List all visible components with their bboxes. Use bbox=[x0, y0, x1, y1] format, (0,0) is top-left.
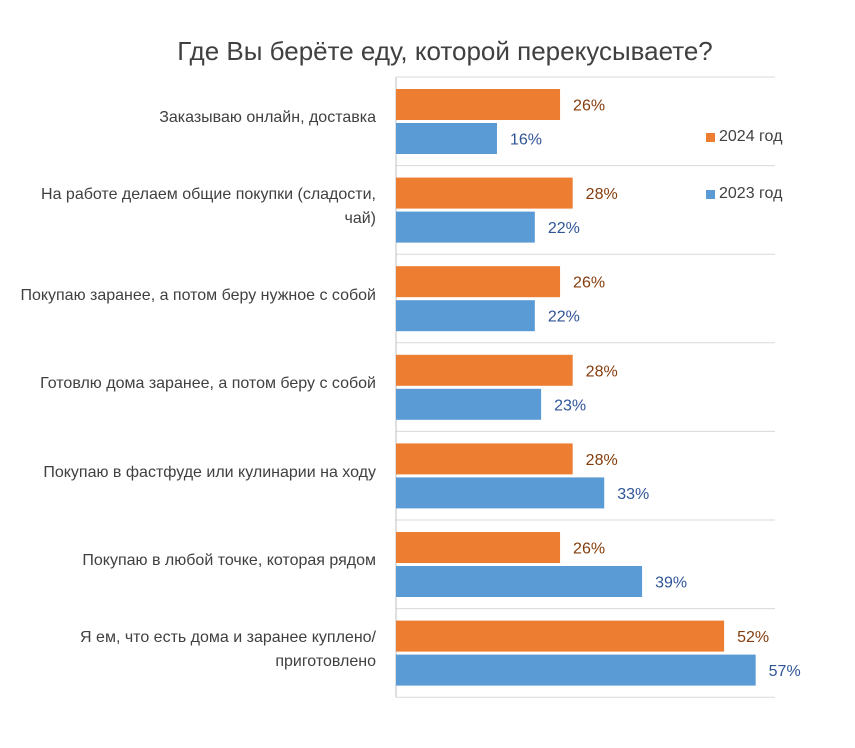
bar-2024-4 bbox=[396, 443, 573, 475]
legend-item: 2024 год bbox=[706, 127, 782, 147]
data-label: 28% bbox=[586, 452, 618, 469]
data-label: 26% bbox=[573, 541, 605, 558]
data-label: 26% bbox=[573, 275, 605, 292]
data-label: 33% bbox=[617, 486, 649, 503]
bar-2023-5 bbox=[396, 566, 643, 597]
category-label: Покупаю заранее, а потом беру нужное с с… bbox=[20, 286, 376, 304]
bar-2023-3 bbox=[396, 388, 542, 420]
data-label: 23% bbox=[554, 397, 586, 414]
category-label: Готовлю дома заранее, а потом беру с соб… bbox=[40, 375, 376, 393]
legend-label: 2023 год bbox=[719, 185, 783, 202]
bar-2024-5 bbox=[396, 532, 561, 563]
bar-2023-6 bbox=[396, 654, 756, 686]
data-label: 57% bbox=[769, 663, 801, 680]
bar-2023-4 bbox=[396, 477, 605, 509]
bar-2024-1 bbox=[396, 177, 573, 209]
category-label: Покупаю в фастфуде или кулинарии на ходу bbox=[43, 463, 376, 481]
data-label: 26% bbox=[573, 98, 605, 115]
data-label: 39% bbox=[655, 575, 687, 592]
bar-2023-1 bbox=[396, 211, 535, 243]
bar-2023-2 bbox=[396, 300, 535, 332]
data-label: 22% bbox=[548, 220, 580, 237]
bar-2024-3 bbox=[396, 354, 573, 386]
bar-2024-0 bbox=[396, 89, 561, 120]
data-label: 28% bbox=[586, 186, 618, 203]
category-label: Заказываю онлайн, доставка bbox=[159, 109, 376, 127]
data-label: 22% bbox=[548, 309, 580, 326]
legend-swatch bbox=[706, 189, 715, 199]
bar-2024-6 bbox=[396, 620, 725, 652]
legend-swatch bbox=[706, 132, 715, 142]
legend-label: 2024 год bbox=[719, 128, 783, 145]
category-label: Я ем, что есть дома и заранее куплено/пр… bbox=[80, 628, 376, 670]
chart-title: Где Вы берёте еду, которой перекусываете… bbox=[177, 36, 713, 66]
bar-2023-0 bbox=[396, 123, 497, 154]
category-label: На работе делаем общие покупки (сладости… bbox=[41, 185, 376, 227]
legend-item: 2023 год bbox=[706, 184, 782, 204]
bar-2024-2 bbox=[396, 266, 561, 298]
data-label: 52% bbox=[737, 629, 769, 646]
category-label: Покупаю в любой точке, которая рядом bbox=[82, 552, 376, 570]
data-label: 28% bbox=[586, 363, 618, 380]
data-label: 16% bbox=[510, 132, 542, 149]
